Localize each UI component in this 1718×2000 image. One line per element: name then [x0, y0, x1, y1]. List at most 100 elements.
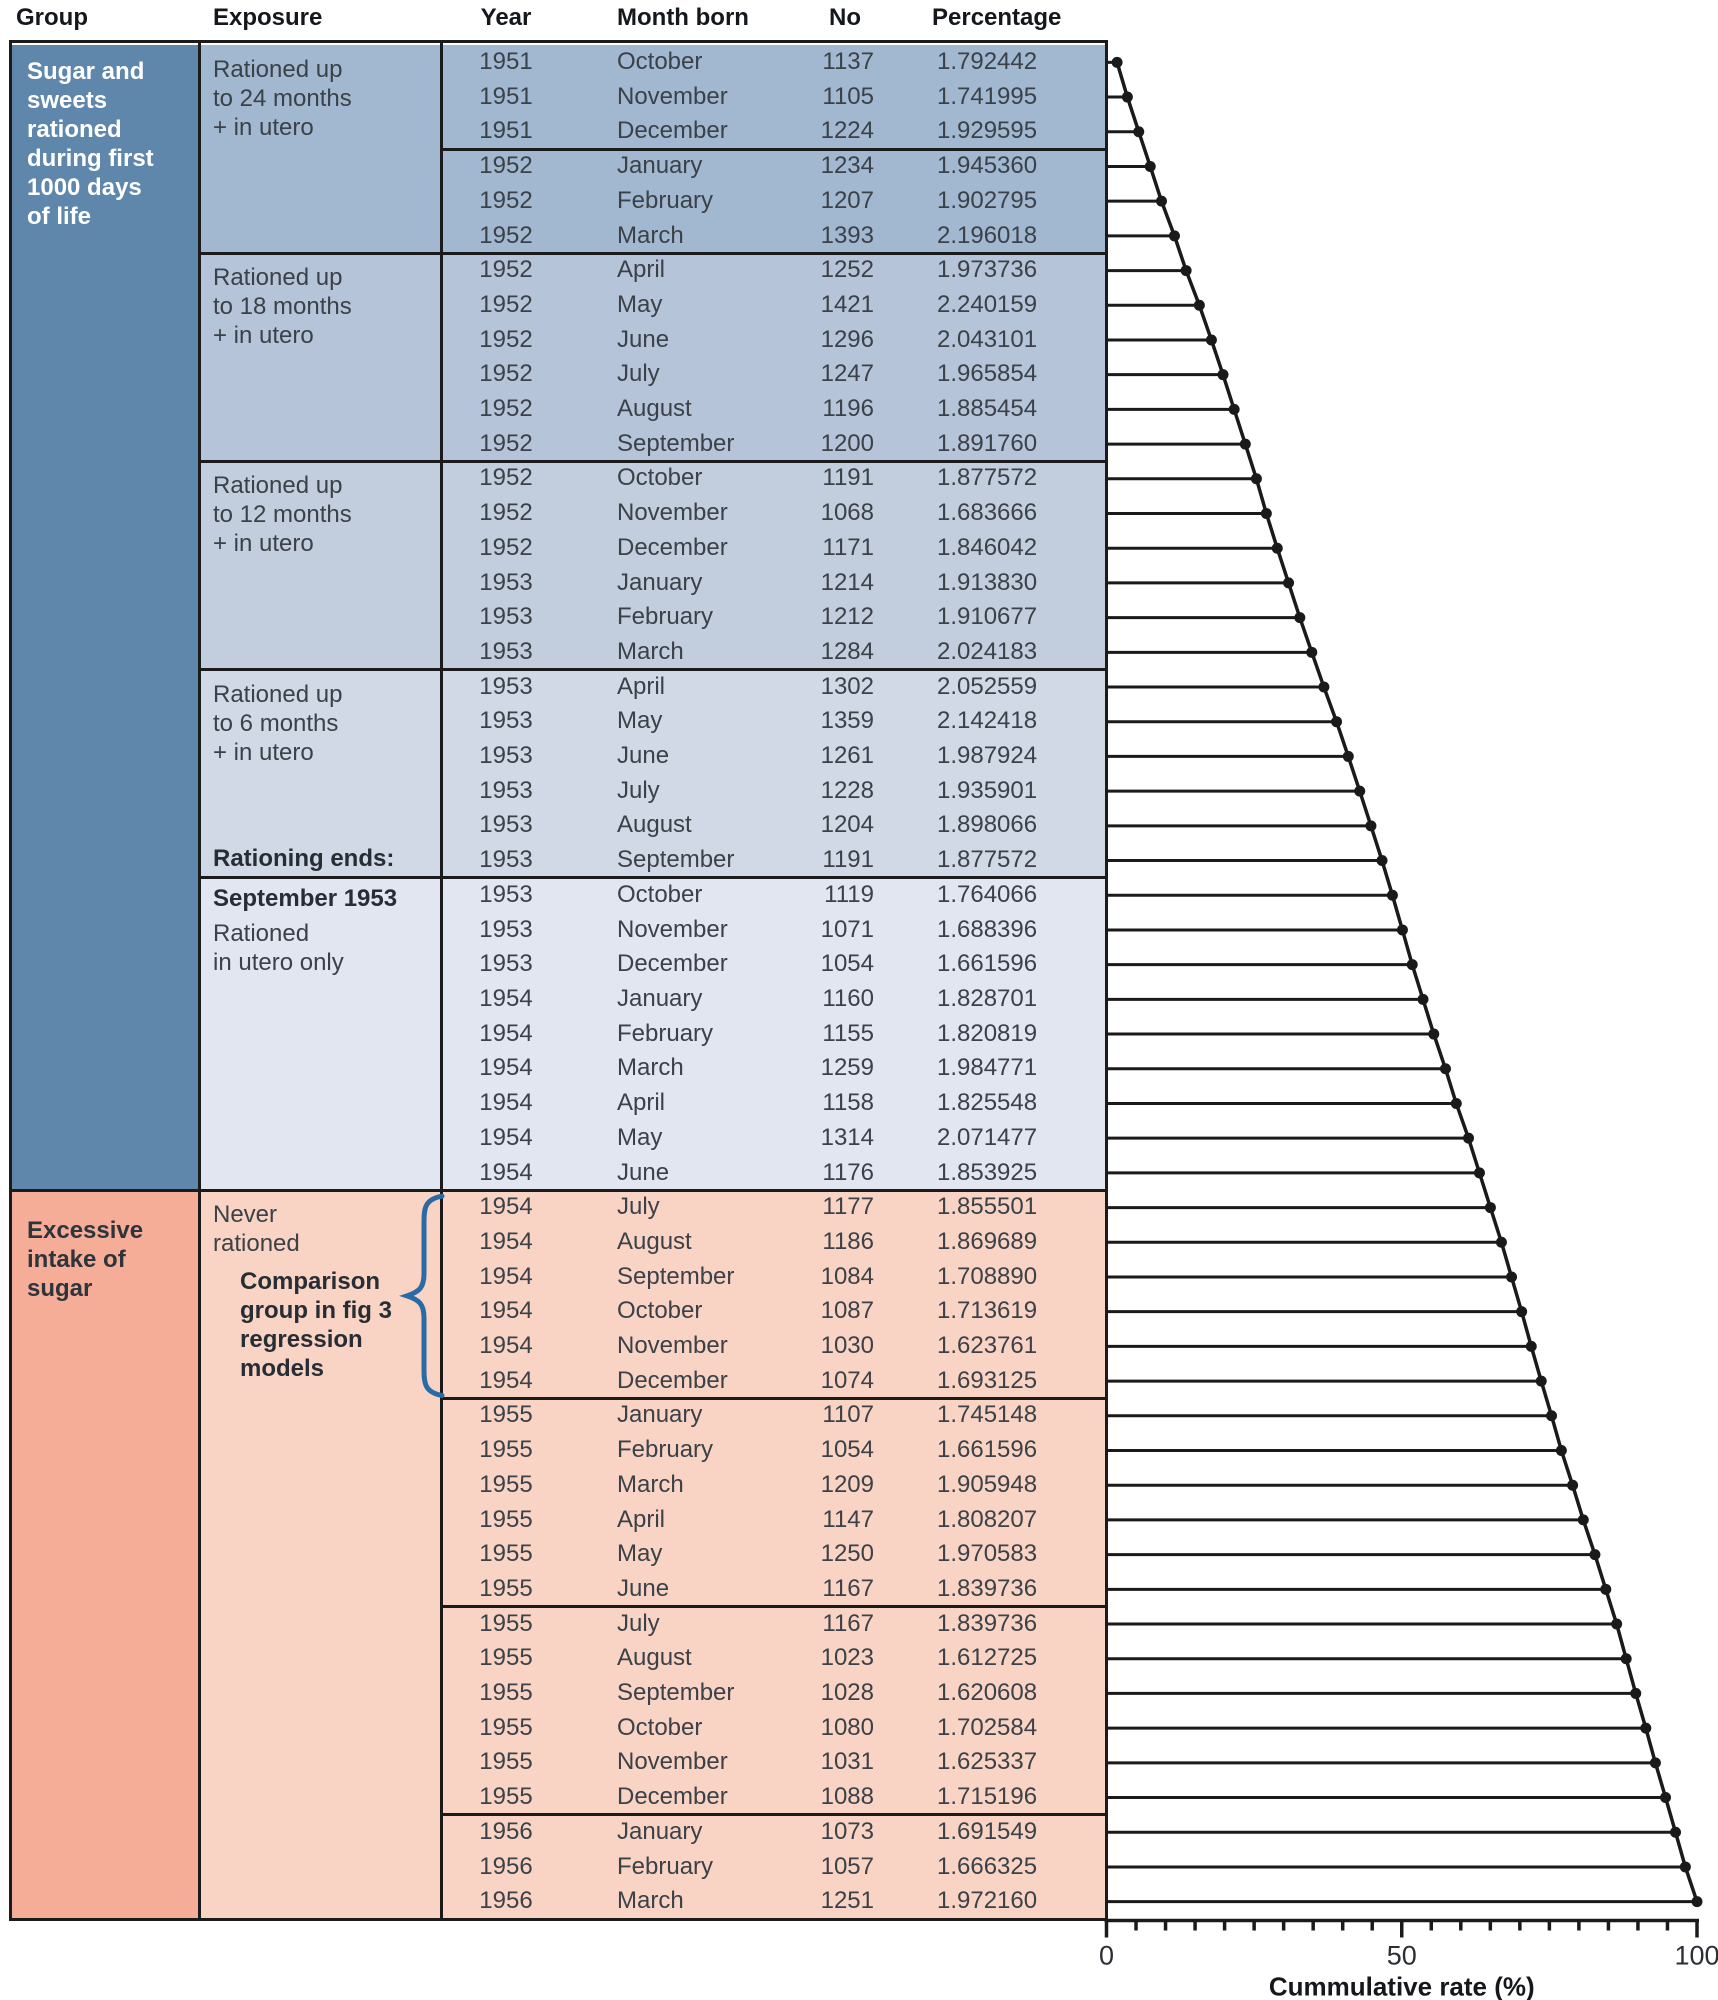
table-row: 1953 November 1071 1.688396	[441, 913, 1106, 948]
table-row: 1952 May 1421 2.240159	[441, 288, 1106, 323]
row-year: 1954	[479, 1123, 533, 1151]
row-count: 1252	[820, 256, 874, 284]
table-row: 1953 September 1191 1.877572	[441, 843, 1106, 878]
exposure-cell	[199, 253, 441, 462]
data-point-dot	[1396, 924, 1408, 936]
exposure-separator	[199, 459, 1106, 463]
row-percentage: 1.741995	[937, 82, 1038, 110]
row-count: 1023	[820, 1644, 874, 1672]
data-separator	[441, 1396, 1106, 1400]
row-year: 1951	[479, 48, 533, 75]
row-month-born: October	[617, 48, 703, 75]
data-point-dot	[1217, 369, 1229, 381]
table-right-border	[1104, 40, 1108, 1922]
exposure-label: September 1953 Rationed in utero only	[199, 878, 441, 977]
data-separator	[441, 1605, 1106, 1609]
row-year: 1953	[479, 811, 533, 839]
x-axis-title: Cummulative rate (%)	[1269, 1972, 1535, 2000]
table-row: 1953 January 1214 1.913830	[441, 566, 1106, 601]
row-percentage: 1.713619	[937, 1297, 1038, 1325]
row-month-born: February	[617, 1019, 714, 1047]
exposure-label-line: + in utero	[213, 114, 314, 141]
data-point-dot	[1691, 1896, 1703, 1908]
row-count: 1057	[820, 1852, 874, 1880]
row-month-born: May	[617, 1123, 663, 1151]
data-point-dot	[1133, 126, 1145, 138]
exposure-label-line: to 24 months	[213, 85, 352, 112]
row-percentage: 1.828701	[937, 985, 1038, 1012]
row-percentage: 1.869689	[937, 1227, 1038, 1255]
row-year: 1954	[479, 1262, 533, 1290]
row-month-born: June	[617, 1574, 670, 1602]
table-row: 1954 February 1155 1.820819	[441, 1017, 1106, 1052]
table-row: 1955 October 1080 1.702584	[441, 1711, 1106, 1746]
row-month-born: October	[617, 1713, 703, 1741]
row-percentage: 1.855501	[937, 1193, 1038, 1221]
row-year: 1953	[479, 603, 533, 631]
table-row: 1956 February 1057 1.666325	[441, 1850, 1106, 1885]
row-percentage: 1.935901	[937, 776, 1038, 804]
exposure-cell	[199, 45, 441, 254]
row-month-born: December	[617, 1783, 728, 1811]
row-month-born: September	[617, 1262, 735, 1290]
row-count: 1137	[822, 48, 874, 75]
row-month-born: November	[617, 499, 728, 527]
annotation-line: Comparison	[240, 1268, 381, 1296]
row-count: 1261	[820, 742, 874, 770]
table-row: 1952 March 1393 2.196018	[441, 219, 1106, 254]
row-count: 1314	[820, 1123, 874, 1151]
group-label-line: Sugar and	[27, 58, 145, 85]
row-count: 1302	[820, 672, 874, 700]
row-month-born: December	[617, 950, 728, 978]
row-month-born: December	[617, 1366, 728, 1394]
data-point-dot	[1228, 403, 1240, 415]
row-percentage: 1.945360	[937, 152, 1038, 180]
row-count: 1080	[820, 1713, 874, 1741]
axis-tick-label: 100	[1674, 1941, 1718, 1971]
row-year: 1955	[479, 1401, 533, 1429]
table-row: 1954 July 1177 1.855501	[441, 1190, 1106, 1225]
row-count: 1228	[820, 776, 874, 804]
row-month-born: February	[617, 1436, 714, 1464]
row-percentage: 1.620608	[937, 1679, 1038, 1707]
row-count: 1107	[822, 1401, 874, 1429]
exposure-cell	[199, 1190, 441, 1919]
row-count: 1234	[820, 152, 874, 180]
row-count: 1054	[820, 950, 874, 978]
group-label-line: intake of	[27, 1246, 126, 1274]
group-label-line: 1000 days	[27, 174, 142, 201]
exposure-label: Never rationed Comparison group in fig 3 reg…	[199, 1190, 441, 1383]
exposure-label-line: to 6 months	[213, 709, 339, 737]
data-point-dot	[1450, 1097, 1462, 1109]
column-header-exposure: Exposure	[213, 4, 323, 31]
row-month-born: April	[617, 1089, 666, 1117]
row-percentage: 1.702584	[937, 1713, 1038, 1741]
row-month-born: July	[617, 1193, 660, 1221]
row-year: 1954	[479, 1054, 533, 1082]
data-separator	[441, 147, 1106, 151]
data-point-dot	[1239, 438, 1251, 450]
comparison-group-brace	[399, 1193, 445, 1398]
row-count: 1247	[820, 360, 874, 388]
data-point-dot	[1271, 542, 1283, 554]
row-year: 1955	[479, 1574, 533, 1602]
exposure-cell	[199, 877, 441, 1191]
exposure-cell	[199, 669, 441, 878]
row-year: 1953	[479, 915, 533, 943]
row-percentage: 1.973736	[937, 256, 1038, 284]
data-point-dot	[1640, 1722, 1652, 1734]
table-row: 1954 December 1074 1.693125	[441, 1364, 1106, 1399]
table-row: 1954 August 1186 1.869689	[441, 1225, 1106, 1260]
table-row: 1955 July 1167 1.839736	[441, 1607, 1106, 1642]
table-left-border	[8, 40, 12, 1921]
row-year: 1952	[479, 533, 533, 561]
table-row: 1953 May 1359 2.142418	[441, 704, 1106, 739]
table-row: 1955 August 1023 1.612725	[441, 1641, 1106, 1676]
row-count: 1119	[824, 880, 874, 908]
exposure-label-line: rationed	[213, 1230, 300, 1258]
table-row: 1953 July 1228 1.935901	[441, 774, 1106, 809]
row-count: 1296	[820, 325, 874, 353]
row-count: 1186	[822, 1227, 874, 1255]
row-month-born: July	[617, 360, 660, 388]
row-month-born: February	[617, 603, 714, 631]
